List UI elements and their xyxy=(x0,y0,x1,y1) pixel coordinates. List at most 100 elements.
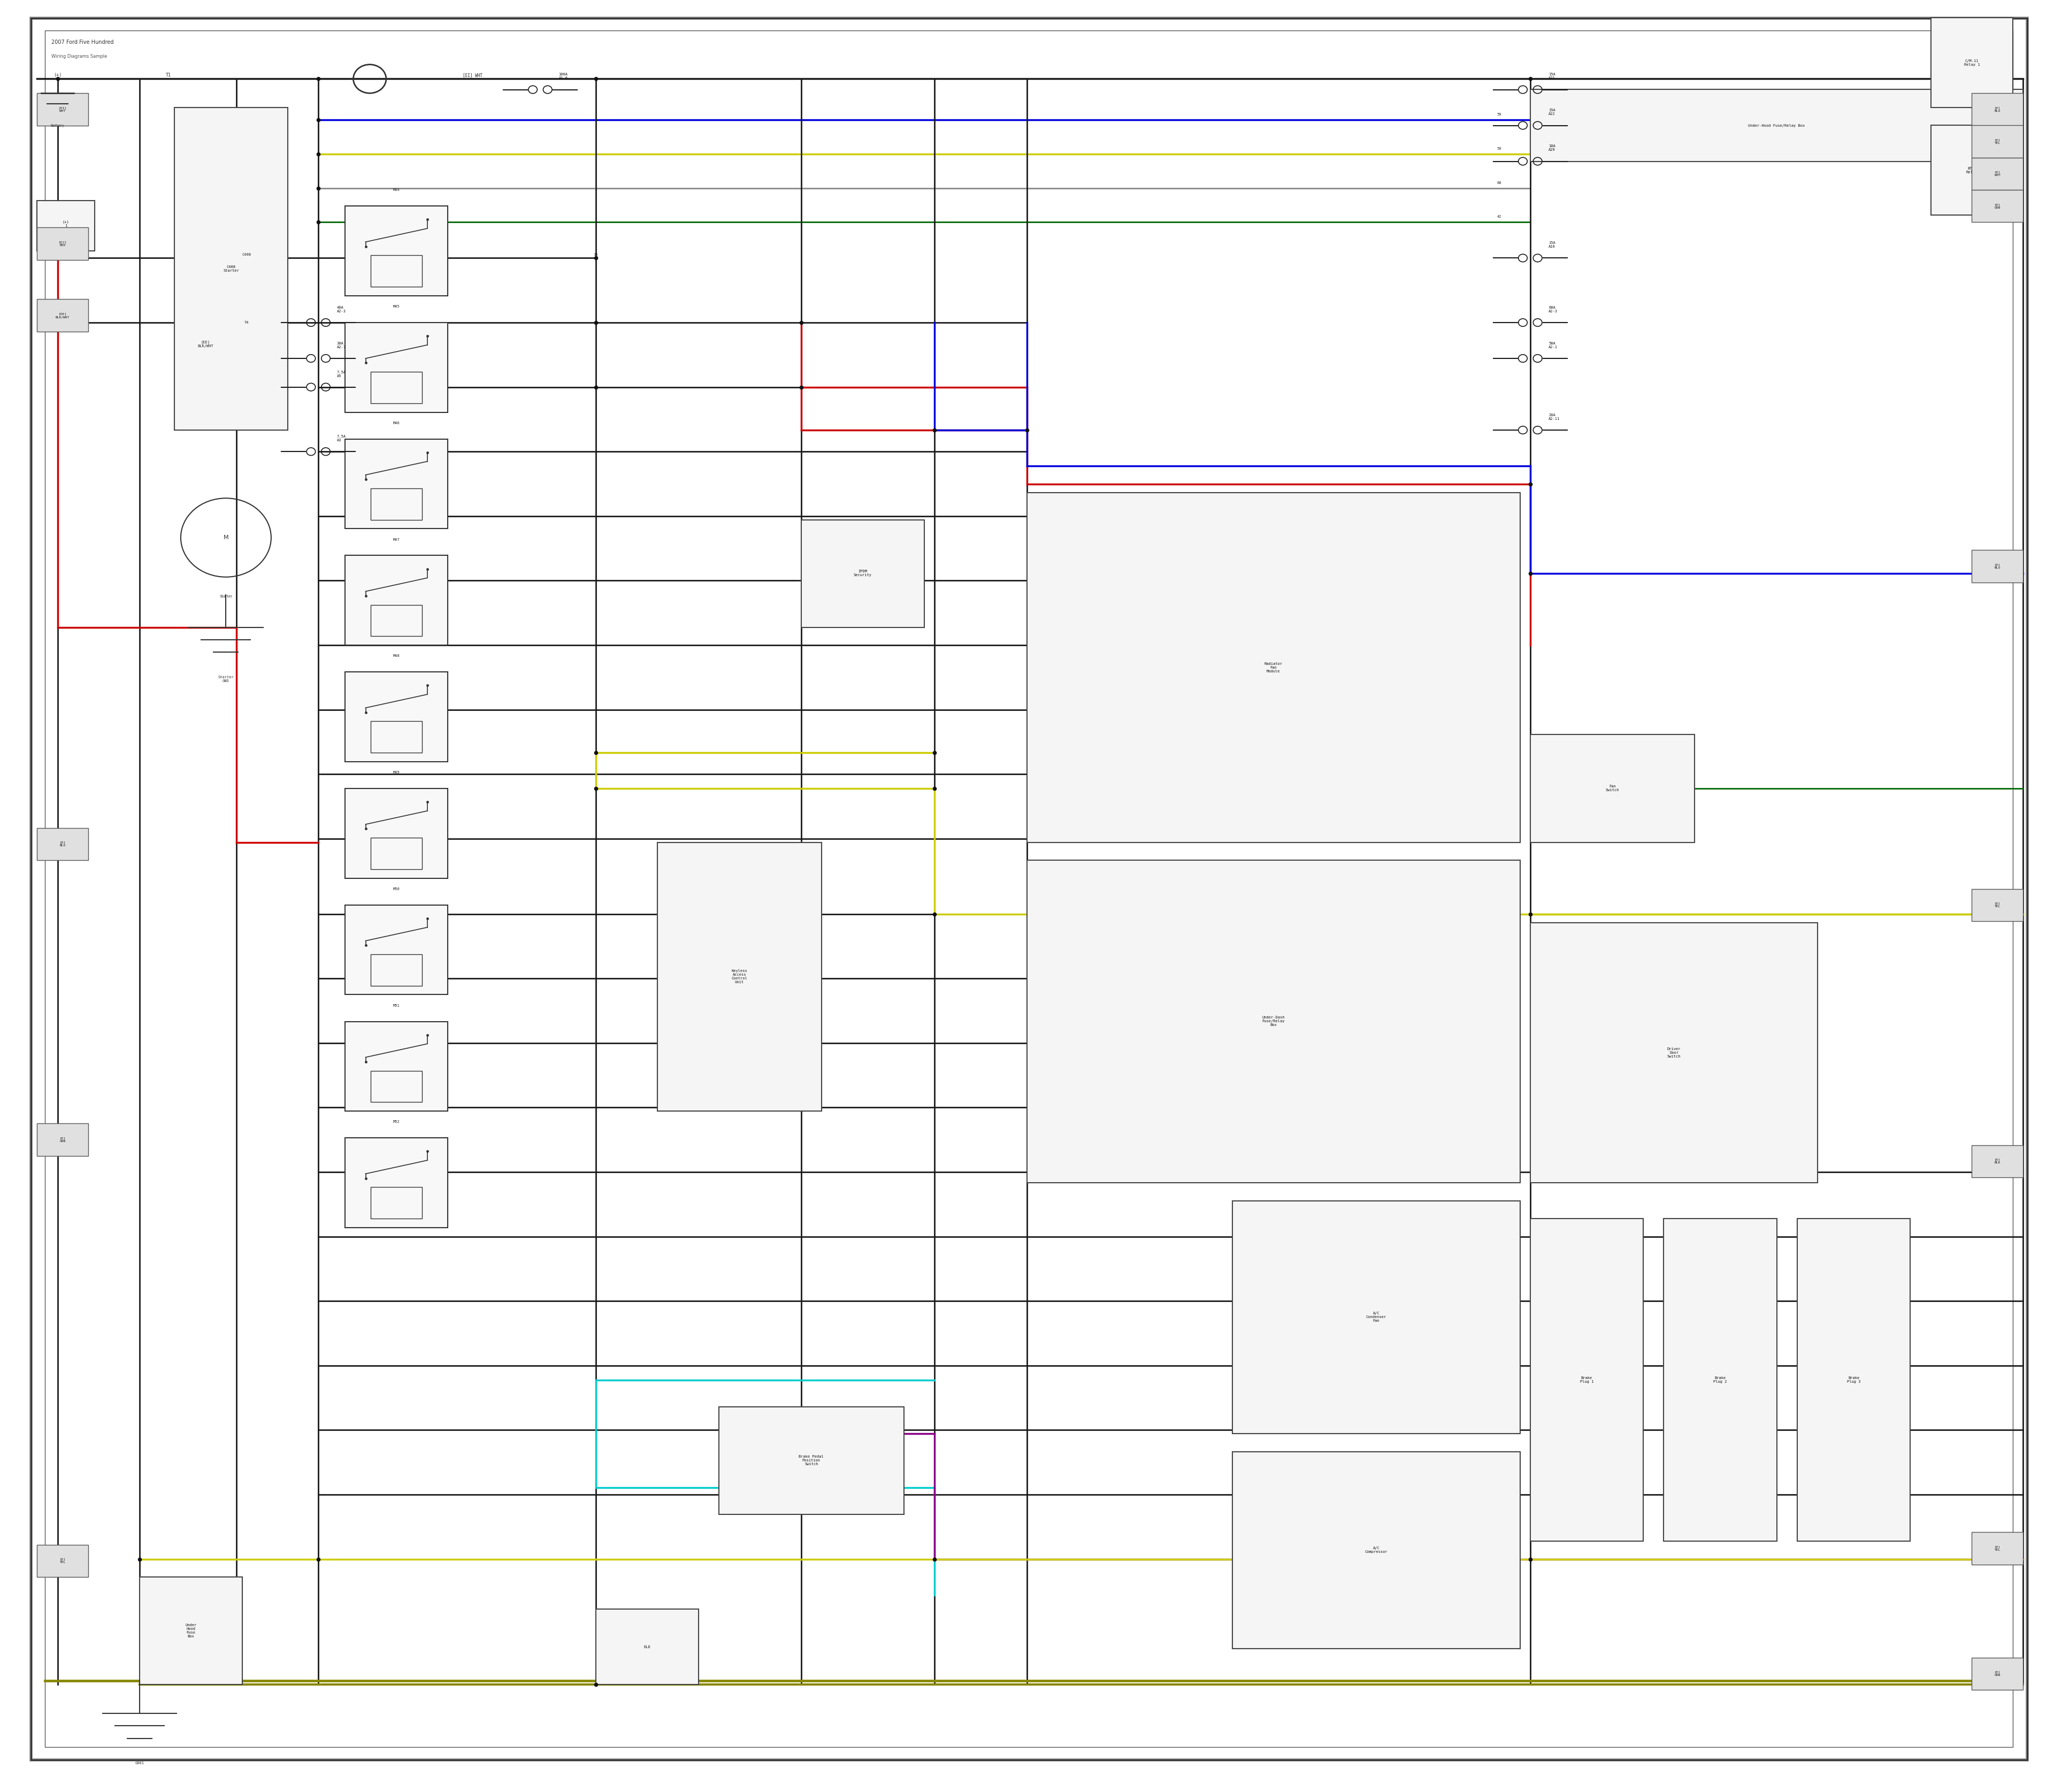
Bar xyxy=(372,1186,423,1219)
Text: [E]
GRN: [E] GRN xyxy=(60,1136,66,1143)
Bar xyxy=(345,206,448,296)
Text: Driver
Door
Switch: Driver Door Switch xyxy=(1668,1048,1680,1057)
Text: 7.5A
A3: 7.5A A3 xyxy=(337,435,345,443)
Bar xyxy=(345,1138,448,1228)
Text: 59: 59 xyxy=(1497,113,1501,116)
Text: 100A
A1-6: 100A A1-6 xyxy=(559,73,567,81)
Text: [EI]
WHT: [EI] WHT xyxy=(60,106,66,113)
Bar xyxy=(372,1070,423,1102)
Bar xyxy=(345,905,448,995)
Bar xyxy=(1972,889,2023,921)
Bar xyxy=(1797,1219,1910,1541)
Text: [E]
YEL: [E] YEL xyxy=(60,1557,66,1564)
Bar xyxy=(37,228,88,260)
Text: Starter
GND: Starter GND xyxy=(218,676,234,683)
Bar xyxy=(37,93,88,125)
Text: [E]
BLU: [E] BLU xyxy=(1994,106,2001,113)
Text: 15A
A21: 15A A21 xyxy=(1549,73,1555,81)
Text: IPDM
Security: IPDM Security xyxy=(854,570,871,577)
Text: 7.5A
A5: 7.5A A5 xyxy=(337,371,345,378)
Bar xyxy=(1232,1452,1520,1649)
Bar xyxy=(175,108,288,430)
Text: Brake
Plug 1: Brake Plug 1 xyxy=(1580,1376,1594,1383)
Text: [E]
BLU: [E] BLU xyxy=(1994,563,2001,570)
Text: A/C
Condenser
Fan: A/C Condenser Fan xyxy=(1366,1312,1386,1322)
Text: Battery: Battery xyxy=(51,124,64,127)
Text: M: M xyxy=(224,536,228,539)
Text: M47: M47 xyxy=(392,538,401,541)
Text: ELD: ELD xyxy=(643,1645,651,1649)
Bar xyxy=(372,953,423,986)
Bar xyxy=(1931,18,2013,108)
Text: 60A
A2-3: 60A A2-3 xyxy=(1549,306,1557,314)
Text: C/M-11
Relay 1: C/M-11 Relay 1 xyxy=(1964,59,1980,66)
Text: Brake
Plug 3: Brake Plug 3 xyxy=(1847,1376,1861,1383)
Text: T1: T1 xyxy=(166,73,170,77)
Bar xyxy=(657,842,822,1111)
Bar xyxy=(1931,125,2013,215)
Bar xyxy=(1530,1219,1643,1541)
Text: M46: M46 xyxy=(392,421,401,425)
Bar xyxy=(37,299,88,332)
Text: Starter: Starter xyxy=(220,595,232,599)
Text: [EE]
BLK/WHT: [EE] BLK/WHT xyxy=(55,312,70,319)
Text: [E]
BLK: [E] BLK xyxy=(1994,1158,2001,1165)
Text: BT-G
Relay: BT-G Relay xyxy=(1966,167,1978,174)
Text: [EE]
BLK/WHT: [EE] BLK/WHT xyxy=(197,340,214,348)
Bar xyxy=(1027,493,1520,842)
Text: T4: T4 xyxy=(244,321,249,324)
Bar xyxy=(345,556,448,645)
Bar xyxy=(37,1124,88,1156)
Text: Brake
Plug 2: Brake Plug 2 xyxy=(1713,1376,1727,1383)
Text: [E]
YEL: [E] YEL xyxy=(1994,1545,2001,1552)
Text: [EJ]
RED: [EJ] RED xyxy=(60,240,66,247)
Bar xyxy=(1530,923,1818,1183)
Bar xyxy=(372,373,423,403)
Text: M45: M45 xyxy=(392,305,401,308)
Bar xyxy=(345,323,448,412)
Text: 50A
A2-1: 50A A2-1 xyxy=(1549,342,1557,349)
Text: [E]
GRN: [E] GRN xyxy=(1994,202,2001,210)
Bar xyxy=(37,201,94,251)
Text: M49: M49 xyxy=(392,771,401,774)
Text: C408
Starter: C408 Starter xyxy=(224,265,238,272)
Bar xyxy=(1664,1219,1777,1541)
Text: 2007 Ford Five Hundred: 2007 Ford Five Hundred xyxy=(51,39,113,45)
Text: 42: 42 xyxy=(1497,215,1501,219)
Bar xyxy=(345,672,448,762)
Text: (+): (+) xyxy=(53,73,62,77)
Text: 15A
A22: 15A A22 xyxy=(1549,109,1555,116)
Text: Under-Hood Fuse/Relay Box: Under-Hood Fuse/Relay Box xyxy=(1748,124,1805,127)
Text: M48: M48 xyxy=(392,654,401,658)
Bar xyxy=(1972,1532,2023,1564)
Bar xyxy=(719,1407,904,1514)
Text: 40A
A2-3: 40A A2-3 xyxy=(337,306,345,314)
Text: 30A
A2-7: 30A A2-7 xyxy=(337,342,345,349)
Text: [E]
WHT: [E] WHT xyxy=(1994,170,2001,177)
Bar xyxy=(1972,190,2023,222)
Bar xyxy=(1972,158,2023,190)
Text: [EI] WHT: [EI] WHT xyxy=(462,73,483,77)
Text: [E]
YEL: [E] YEL xyxy=(1994,901,2001,909)
Bar xyxy=(372,722,423,753)
Text: Keyless
Access
Control
Unit: Keyless Access Control Unit xyxy=(731,969,748,984)
Text: Wiring Diagrams Sample: Wiring Diagrams Sample xyxy=(51,54,107,59)
Bar xyxy=(1972,125,2023,158)
Text: C408: C408 xyxy=(242,253,251,256)
Bar xyxy=(37,1545,88,1577)
Text: Brake Pedal
Position
Switch: Brake Pedal Position Switch xyxy=(799,1455,824,1466)
Text: Under
Hood
Fuse
Box: Under Hood Fuse Box xyxy=(185,1624,197,1638)
Text: [E]
YEL: [E] YEL xyxy=(1994,138,2001,145)
Bar xyxy=(1972,1145,2023,1177)
Bar xyxy=(1972,93,2023,125)
Bar xyxy=(1027,860,1520,1183)
Bar xyxy=(372,606,423,636)
Text: [E]
GRN: [E] GRN xyxy=(1994,1670,2001,1677)
Bar xyxy=(1972,1658,2023,1690)
Text: Under-Dash
Fuse/Relay
Box: Under-Dash Fuse/Relay Box xyxy=(1261,1016,1286,1027)
Bar xyxy=(345,439,448,529)
Bar xyxy=(345,788,448,878)
Bar xyxy=(37,828,88,860)
Bar xyxy=(345,1021,448,1111)
Bar xyxy=(596,1609,698,1684)
